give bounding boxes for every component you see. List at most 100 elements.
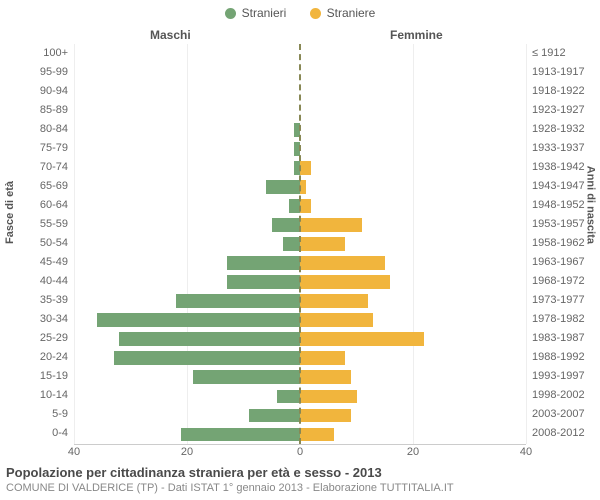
row-half-male xyxy=(74,139,300,158)
bar-female xyxy=(300,409,351,423)
chart-footer: Popolazione per cittadinanza straniera p… xyxy=(6,465,594,494)
ylabel-birth: 1973-1977 xyxy=(532,294,585,306)
xtick: 0 xyxy=(297,446,303,458)
population-pyramid-chart: Stranieri Straniere Maschi Femmine Fasce… xyxy=(0,0,600,500)
bar-female xyxy=(300,237,345,251)
ylabel-age: 60-64 xyxy=(40,199,68,211)
bar-male xyxy=(193,370,300,384)
row-half-male xyxy=(74,349,300,368)
row-half-female xyxy=(300,387,526,406)
bar-female xyxy=(300,370,351,384)
gridline xyxy=(526,44,527,444)
ylabel-age: 15-19 xyxy=(40,370,68,382)
yaxis-left-title: Fasce di età xyxy=(4,181,16,244)
ylabel-age: 95-99 xyxy=(40,66,68,78)
row-half-female xyxy=(300,311,526,330)
bar-male xyxy=(227,256,300,270)
row-half-male xyxy=(74,44,300,63)
ylabel-birth: 1958-1962 xyxy=(532,237,585,249)
bar-male xyxy=(181,428,300,442)
bar-male xyxy=(119,332,300,346)
row-half-male xyxy=(74,120,300,139)
ylabel-age: 0-4 xyxy=(52,427,68,439)
row-half-male xyxy=(74,330,300,349)
ylabel-birth: 1923-1927 xyxy=(532,104,585,116)
ylabel-age: 45-49 xyxy=(40,256,68,268)
ylabel-birth: 1983-1987 xyxy=(532,332,585,344)
row-half-female xyxy=(300,120,526,139)
ylabel-age: 50-54 xyxy=(40,237,68,249)
ylabel-birth: 1963-1967 xyxy=(532,256,585,268)
xtick: 20 xyxy=(181,446,193,458)
row-half-female xyxy=(300,196,526,215)
bar-female xyxy=(300,256,385,270)
bar-female xyxy=(300,161,311,175)
row-half-male xyxy=(74,177,300,196)
footer-subtitle: COMUNE DI VALDERICE (TP) - Dati ISTAT 1°… xyxy=(6,482,594,494)
bar-female xyxy=(300,294,368,308)
footer-title: Popolazione per cittadinanza straniera p… xyxy=(6,465,594,480)
ylabel-birth: 1928-1932 xyxy=(532,123,585,135)
column-title-left: Maschi xyxy=(150,28,191,42)
row-half-male xyxy=(74,101,300,120)
row-half-female xyxy=(300,158,526,177)
bar-female xyxy=(300,218,362,232)
ylabel-age: 5-9 xyxy=(52,408,68,420)
bar-female xyxy=(300,428,334,442)
row-half-female xyxy=(300,349,526,368)
bar-male xyxy=(277,390,300,404)
x-axis: 402002040 xyxy=(74,446,526,464)
row-half-female xyxy=(300,330,526,349)
legend-item-female: Straniere xyxy=(310,6,376,20)
column-title-right: Femmine xyxy=(390,28,443,42)
row-half-female xyxy=(300,215,526,234)
row-half-male xyxy=(74,234,300,253)
row-half-female xyxy=(300,177,526,196)
plot-area xyxy=(74,44,526,445)
ylabel-age: 35-39 xyxy=(40,294,68,306)
legend: Stranieri Straniere xyxy=(0,6,600,22)
bar-male xyxy=(266,180,300,194)
row-half-female xyxy=(300,139,526,158)
ylabel-age: 10-14 xyxy=(40,389,68,401)
bar-male xyxy=(176,294,300,308)
ylabel-birth: 1918-1922 xyxy=(532,85,585,97)
bar-male xyxy=(283,237,300,251)
legend-item-male: Stranieri xyxy=(225,6,287,20)
row-half-female xyxy=(300,368,526,387)
bar-female xyxy=(300,390,357,404)
row-half-male xyxy=(74,63,300,82)
ylabel-birth: 1998-2002 xyxy=(532,389,585,401)
ylabel-age: 90-94 xyxy=(40,85,68,97)
bar-male xyxy=(227,275,300,289)
row-half-female xyxy=(300,82,526,101)
row-half-male xyxy=(74,273,300,292)
ylabel-age: 30-34 xyxy=(40,313,68,325)
row-half-male xyxy=(74,311,300,330)
bar-male xyxy=(97,313,300,327)
ylabel-age: 20-24 xyxy=(40,351,68,363)
row-half-male xyxy=(74,196,300,215)
xtick: 40 xyxy=(68,446,80,458)
bar-male xyxy=(249,409,300,423)
ylabel-birth: 1993-1997 xyxy=(532,370,585,382)
xtick: 20 xyxy=(407,446,419,458)
row-half-male xyxy=(74,158,300,177)
row-half-female xyxy=(300,63,526,82)
bar-female xyxy=(300,332,424,346)
ylabel-age: 85-89 xyxy=(40,104,68,116)
ylabel-age: 55-59 xyxy=(40,218,68,230)
center-divider xyxy=(299,44,301,444)
row-half-female xyxy=(300,292,526,311)
ylabel-birth: 2003-2007 xyxy=(532,408,585,420)
row-half-female xyxy=(300,273,526,292)
row-half-male xyxy=(74,215,300,234)
row-half-female xyxy=(300,425,526,444)
ylabel-age: 25-29 xyxy=(40,332,68,344)
ylabel-age: 70-74 xyxy=(40,161,68,173)
ylabel-age: 80-84 xyxy=(40,123,68,135)
bar-female xyxy=(300,351,345,365)
ylabel-age: 40-44 xyxy=(40,275,68,287)
legend-label-female: Straniere xyxy=(327,6,376,20)
bar-female xyxy=(300,275,390,289)
